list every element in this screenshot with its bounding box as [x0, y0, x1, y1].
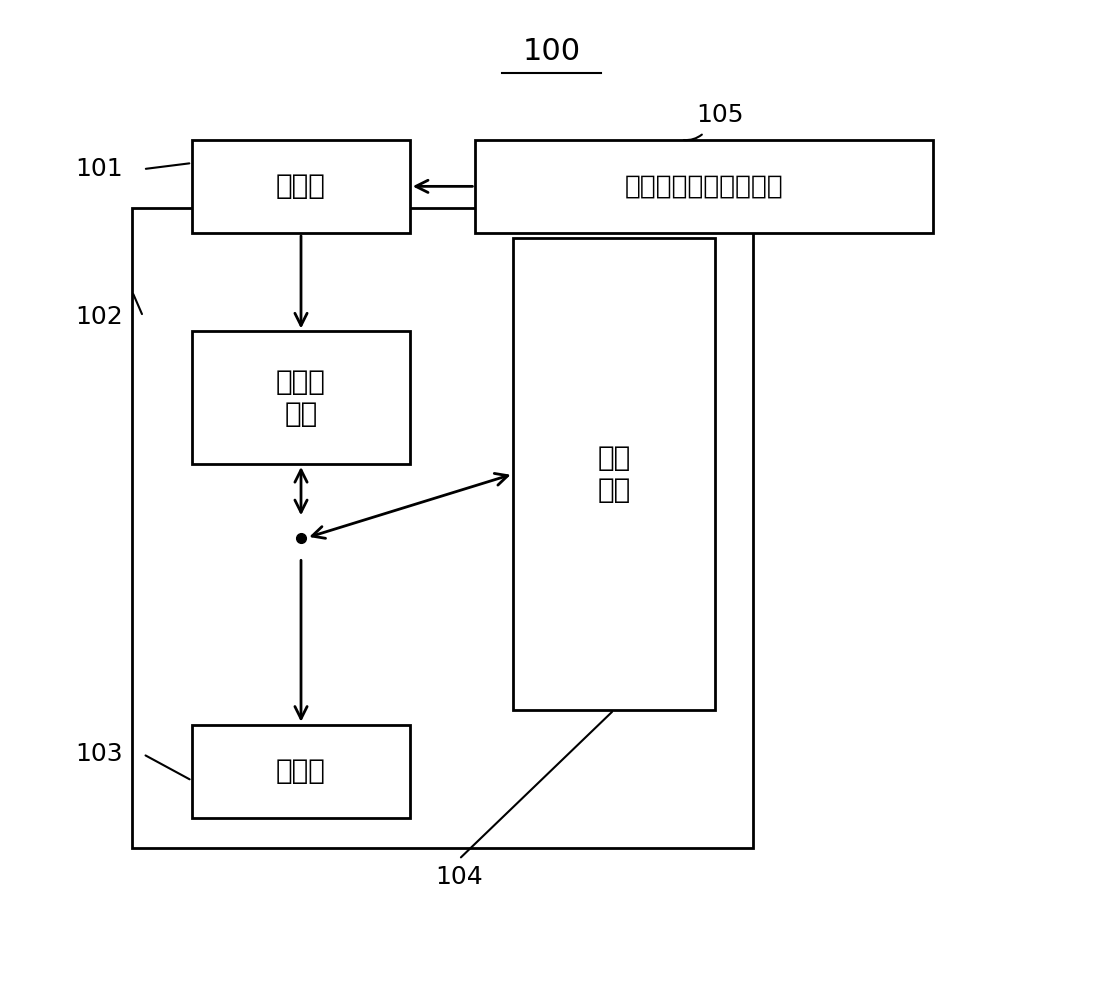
FancyBboxPatch shape	[513, 238, 715, 710]
Text: 105: 105	[697, 103, 745, 127]
Text: 104: 104	[435, 865, 483, 889]
Text: 102: 102	[76, 305, 124, 329]
Text: 101: 101	[76, 158, 124, 181]
FancyBboxPatch shape	[475, 140, 933, 233]
Text: 存储控
制器: 存储控 制器	[276, 368, 326, 428]
FancyBboxPatch shape	[192, 331, 410, 464]
FancyBboxPatch shape	[192, 725, 410, 818]
Text: 外设
接口: 外设 接口	[598, 444, 631, 504]
Text: 103: 103	[76, 742, 124, 766]
Text: 存储器: 存储器	[276, 172, 326, 200]
Text: 风力发电机的监测装置: 风力发电机的监测装置	[624, 173, 783, 199]
Text: 处理器: 处理器	[276, 758, 326, 786]
FancyBboxPatch shape	[192, 140, 410, 233]
Text: 100: 100	[523, 37, 580, 66]
FancyBboxPatch shape	[132, 208, 753, 847]
